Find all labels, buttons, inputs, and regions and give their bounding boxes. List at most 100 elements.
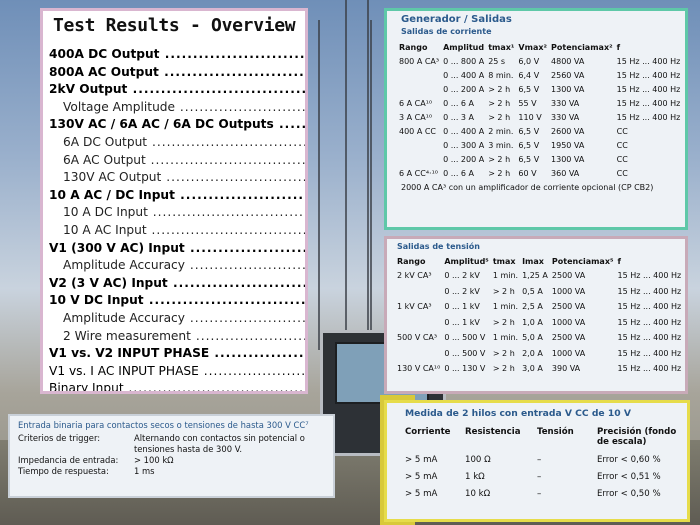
overview-row: 2 Wire measurement .....................… [49, 328, 305, 346]
medida-row: > 5 mA 10 kΩ – Error < 0,50 % [405, 489, 679, 506]
corriente-cell: 6,0 V [518, 56, 540, 66]
overview-row-label: 10 V DC Input [49, 293, 144, 308]
overview-row: 6A DC Output ...........................… [49, 134, 305, 152]
tension-cell: 15 Hz ... 400 Hz [617, 286, 682, 296]
corriente-cell: > 2 h [488, 98, 511, 108]
overview-row-leader: ........................................… [151, 222, 305, 237]
overview-list: 400A DC Output .........................… [49, 46, 305, 391]
overview-row: Amplitude Accuracy .....................… [49, 257, 305, 275]
tension-cell: > 2 h [492, 286, 515, 296]
corriente-cell: 6,5 V [518, 84, 540, 94]
salidas-tension-panel: Salidas de tensión Rango Amplitud⁵ tmax Ima… [384, 236, 688, 394]
overview-row-label: 130V AC / 6A AC / 6A DC Outputs [49, 117, 274, 132]
medida-header-row: Corriente Resistencia Tensión Precisión (fo… [405, 427, 679, 455]
overview-row: V1 (300 V AC) Input ....................… [49, 240, 305, 258]
overview-row-label: 400A DC Output [49, 47, 160, 61]
overview-row-leader: ........................................… [189, 310, 305, 325]
tension-cell: 1000 VA [551, 348, 586, 358]
overview-row: 2kV Output .............................… [49, 81, 305, 99]
overview-row-leader: ........................................… [189, 240, 305, 255]
salidas-corriente-subtitle: Salidas de corriente [401, 27, 492, 36]
corriente-cell: 3 A CA¹⁰ [399, 112, 433, 122]
corriente-cell: 360 VA [551, 168, 580, 178]
overview-row: Voltage Amplitude ......................… [49, 99, 305, 117]
salidas-corriente-table: Rango Amplitud tmax¹ Vmax² Potenciamax² f 800… [399, 40, 684, 180]
corriente-header-cell: Amplitud [443, 42, 485, 52]
tension-cell: 1 kV CA³ [397, 302, 432, 312]
overview-row-label: 130V AC Output [63, 170, 162, 185]
overview-row-leader: ........................................… [164, 64, 305, 79]
entrada-binaria-row: Criterios de trigger: Alternando con cont… [18, 433, 325, 455]
overview-row-label: V1 (300 V AC) Input [49, 240, 185, 255]
generador-footnote: 2000 A CA³ con un amplificador de corrie… [401, 183, 654, 192]
tension-cell: 2 kV CA³ [397, 271, 432, 281]
corriente-row: 3 A CA¹⁰ 0 ... 3 A > 2 h 110 V 330 VA 15 Hz .… [399, 110, 684, 124]
tension-cell: 2,5 A [522, 302, 543, 312]
tension-cell: 0 ... 1 kV [444, 302, 480, 312]
corriente-cell: 3 min. [488, 140, 514, 150]
corriente-cell: 25 s [488, 56, 506, 66]
corriente-row: 0 ... 200 A > 2 h 6,5 V 1300 VA 15 Hz ... 40… [399, 82, 684, 96]
corriente-cell: 6 A CA¹⁰ [399, 98, 433, 108]
entrada-binaria-label: Tiempo de respuesta: [18, 466, 109, 476]
overview-row-label: 2kV Output [49, 82, 128, 97]
overview-row-label: 6A DC Output [63, 134, 148, 149]
corriente-row: 6 A CA¹⁰ 0 ... 6 A > 2 h 55 V 330 VA 15 Hz ..… [399, 96, 684, 110]
medida-cell: Error < 0,50 % [597, 489, 661, 499]
tension-row: 0 ... 2 kV > 2 h 0,5 A 1000 VA 15 Hz ... 400… [397, 284, 685, 300]
corriente-cell: 6,5 V [518, 140, 540, 150]
corriente-cell: 4800 VA [551, 56, 585, 66]
overview-row-leader: ........................................… [152, 205, 305, 220]
overview-title: Test Results - Overview [53, 15, 296, 36]
tension-cell: 2,0 A [522, 348, 543, 358]
overview-row-label: V1 vs. V2 INPUT PHASE [49, 346, 210, 361]
overview-row: 130V AC Output .........................… [49, 169, 305, 187]
corriente-cell: 55 V [518, 98, 537, 108]
overview-row: V1 vs. V2 INPUT PHASE ..................… [49, 345, 305, 363]
background-tower [318, 20, 372, 350]
overview-row-leader: ........................................… [189, 258, 305, 273]
overview-row: 400A DC Output .........................… [49, 46, 305, 64]
tension-header-cell: Potenciamax⁵ [551, 256, 614, 266]
corriente-header-cell: f [616, 42, 621, 52]
tension-cell: 1,0 A [522, 317, 543, 327]
medida-cell: 100 Ω [465, 455, 491, 465]
medida-cell: > 5 mA [405, 455, 438, 465]
corriente-cell: 1950 VA [551, 140, 585, 150]
medida-rows: > 5 mA 100 Ω – Error < 0,60 % > 5 mA 1 kΩ – Err… [395, 455, 679, 506]
overview-row: Binary Input ...........................… [49, 380, 305, 391]
entrada-binaria-row: Tiempo de respuesta: 1 ms [18, 466, 325, 477]
generador-title: Generador / Salidas [401, 14, 512, 25]
overview-row-leader: ........................................… [166, 170, 305, 185]
corriente-cell [399, 82, 443, 96]
tension-cell: 1000 VA [551, 317, 586, 327]
overview-row-leader: ........................................… [214, 346, 305, 361]
overview-row-label: 10 A AC / DC Input [49, 187, 175, 202]
tension-cell [397, 284, 444, 300]
overview-row-label: 2 Wire measurement [63, 328, 191, 343]
tension-cell: > 2 h [492, 364, 515, 374]
tension-cell: 2500 VA [551, 333, 586, 343]
tension-cell: 1,25 A [522, 271, 548, 281]
corriente-cell: 800 A CA³ [399, 56, 440, 66]
tension-header-cell: f [617, 256, 621, 266]
corriente-cell: 2600 VA [551, 126, 585, 136]
corriente-cell: 2560 VA [551, 70, 585, 80]
corriente-cell: 15 Hz ... 400 Hz [616, 70, 681, 80]
overview-row-leader: ........................................… [164, 47, 305, 61]
corriente-cell: > 2 h [488, 154, 511, 164]
medida-header-cell: Precisión (fondo de escala) [597, 427, 677, 447]
corriente-cell: 330 VA [551, 112, 580, 122]
medida-cell: Error < 0,60 % [597, 455, 661, 465]
background-tower [345, 0, 369, 360]
corriente-cell: 0 ... 3 A [443, 112, 475, 122]
corriente-header-cell: Rango [399, 42, 428, 52]
tension-cell: 390 VA [551, 364, 581, 374]
tension-cell: 2500 VA [551, 302, 586, 312]
medida-header-cell: Tensión [537, 427, 574, 437]
corriente-cell [399, 152, 443, 166]
tension-header-cell: tmax [492, 256, 516, 266]
overview-row: V2 (3 V AC) Input ......................… [49, 275, 305, 293]
